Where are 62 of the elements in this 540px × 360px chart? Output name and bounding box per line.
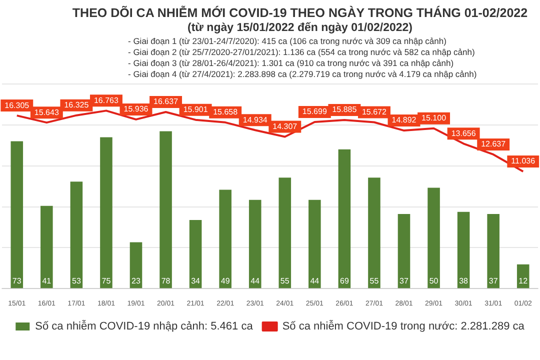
data-label: 12 [518, 276, 528, 286]
bar [308, 200, 321, 288]
data-label: 41 [42, 276, 52, 286]
data-label: 49 [220, 276, 230, 286]
data-label: 16.305 [4, 100, 30, 110]
bar [10, 141, 24, 288]
chart-subtitle: (từ ngày 15/01/2022 đến ngày 01/02/2022) [186, 22, 414, 34]
data-label: 78 [161, 276, 171, 286]
bar [40, 206, 53, 288]
data-label: 50 [429, 276, 439, 286]
data-label: 14.934 [242, 115, 268, 124]
data-label: 16.637 [154, 97, 179, 106]
data-label: 53 [72, 276, 82, 286]
text: - Giai đoạn 1 (từ 23/01-24/7/2020): 415 ca (106 ca trong nước và 309 ca nhập cảnh) [128, 36, 448, 47]
data-label: 15.658 [213, 108, 238, 117]
bar [70, 182, 83, 288]
data-label: 15.885 [332, 105, 358, 114]
data-label: 16.325 [64, 100, 90, 110]
text: - Giai đoạn 4 (từ 27/4/2021): 2.283.898 ca (2.279.719 ca trong nước và 4.179 ca nhập cảnh) [128, 69, 478, 80]
data-label: 16.763 [94, 96, 120, 105]
text: - Giai đoạn 3 (từ 28/01-26/4/2021): 1.301 ca (910 ca trong nước và 391 ca nhập cảnh) [128, 58, 455, 69]
bar [338, 149, 351, 288]
data-label: 69 [340, 276, 350, 286]
data-label: 37 [400, 276, 409, 286]
bar [457, 212, 470, 288]
bar [428, 188, 440, 288]
data-label: 15.643 [34, 108, 60, 117]
bar [278, 178, 292, 288]
data-label: 44 [310, 276, 320, 286]
data-label: 34 [191, 276, 201, 286]
legend-label: Số ca nhiễm COVID-19 nhập cảnh: 5.461 ca [35, 320, 254, 333]
bar [100, 137, 112, 288]
bar [189, 220, 202, 288]
data-label: 15.100 [422, 114, 447, 123]
legend-label: Số ca nhiễm COVID-19 trong nước: 2.281.289 ca [282, 320, 526, 333]
data-label: 73 [12, 276, 22, 286]
data-label: 38 [459, 276, 469, 286]
data-label: 55 [280, 276, 290, 286]
data-label: 75 [102, 276, 112, 286]
data-label: 15.672 [362, 107, 388, 116]
bar [130, 242, 142, 288]
data-label: 15.936 [124, 104, 149, 114]
data-label: 37 [488, 276, 498, 286]
data-label: 13.656 [451, 128, 476, 138]
data-label: 55 [370, 276, 380, 286]
data-label: 15.699 [302, 107, 328, 116]
bar [219, 190, 232, 288]
bar [160, 131, 172, 288]
bar [248, 200, 262, 288]
data-label: 11.036 [511, 156, 536, 166]
bar [516, 264, 530, 288]
data-label: 12.637 [481, 140, 506, 149]
bar [398, 214, 410, 288]
data-label: 23 [132, 276, 141, 286]
bar [487, 214, 500, 288]
text: - Giai đoạn 2 (từ 25/7/2020-27/01/2021): 1.136 ca (554 ca trong nước và 582 ca nhập cảnh) [128, 47, 476, 58]
data-label: 44 [250, 276, 260, 286]
data-label: 14.892 [392, 116, 417, 125]
bar [368, 178, 380, 288]
chart-title: THEO DÕI CA NHIỄM MỚI COVID-19 THEO NGÀY TRONG THÁNG 01-02/2022 [71, 4, 529, 20]
data-label: 14.307 [272, 122, 298, 131]
data-label: 15.901 [183, 105, 208, 114]
